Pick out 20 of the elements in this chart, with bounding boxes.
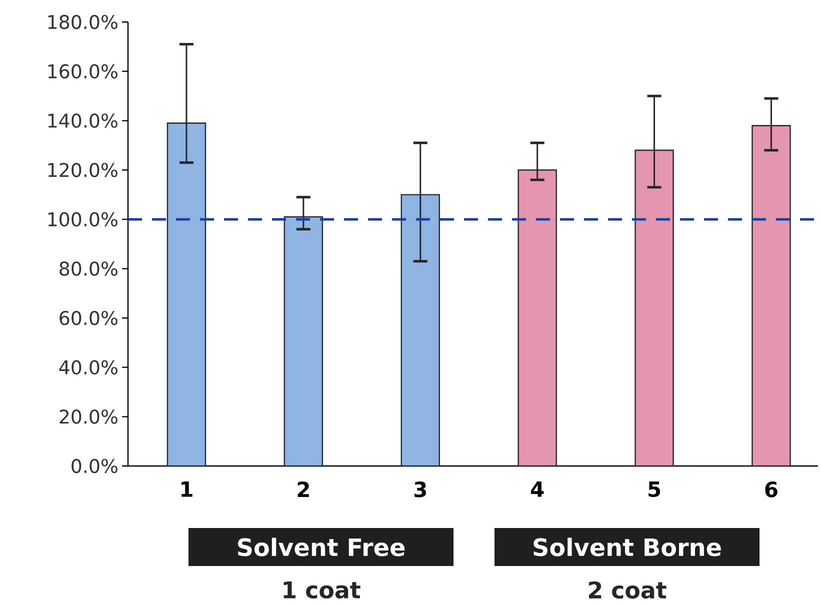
text: Solvent Free bbox=[238, 538, 405, 556]
y-tick-label: 60.0% bbox=[60, 310, 118, 326]
x-tick-label: 4 bbox=[530, 482, 544, 497]
y-tick-label: 0.0% bbox=[72, 458, 118, 474]
x-tick-label: 1 bbox=[182, 482, 192, 497]
text: 1 coat bbox=[284, 581, 360, 599]
text: Solvent Borne bbox=[534, 538, 721, 556]
y-tick-label: 80.0% bbox=[60, 262, 118, 276]
y-tick-label: 160.0% bbox=[48, 64, 118, 78]
y-tick-label: 120.0% bbox=[48, 162, 118, 178]
x-tick-label: 6 bbox=[765, 482, 778, 498]
x-tick-label: 2 bbox=[298, 482, 309, 498]
y-tick-label: 140.0% bbox=[48, 114, 118, 128]
y-tick-label: 40.0% bbox=[59, 360, 118, 374]
text: 2 coat bbox=[588, 581, 666, 599]
y-tick-label: 100.0% bbox=[48, 212, 118, 226]
y-tick-label: 20.0% bbox=[60, 410, 118, 424]
x-tick-label: 3 bbox=[414, 482, 426, 498]
y-tick-label: 180.0% bbox=[48, 14, 118, 30]
x-tick-label: 5 bbox=[648, 482, 660, 498]
